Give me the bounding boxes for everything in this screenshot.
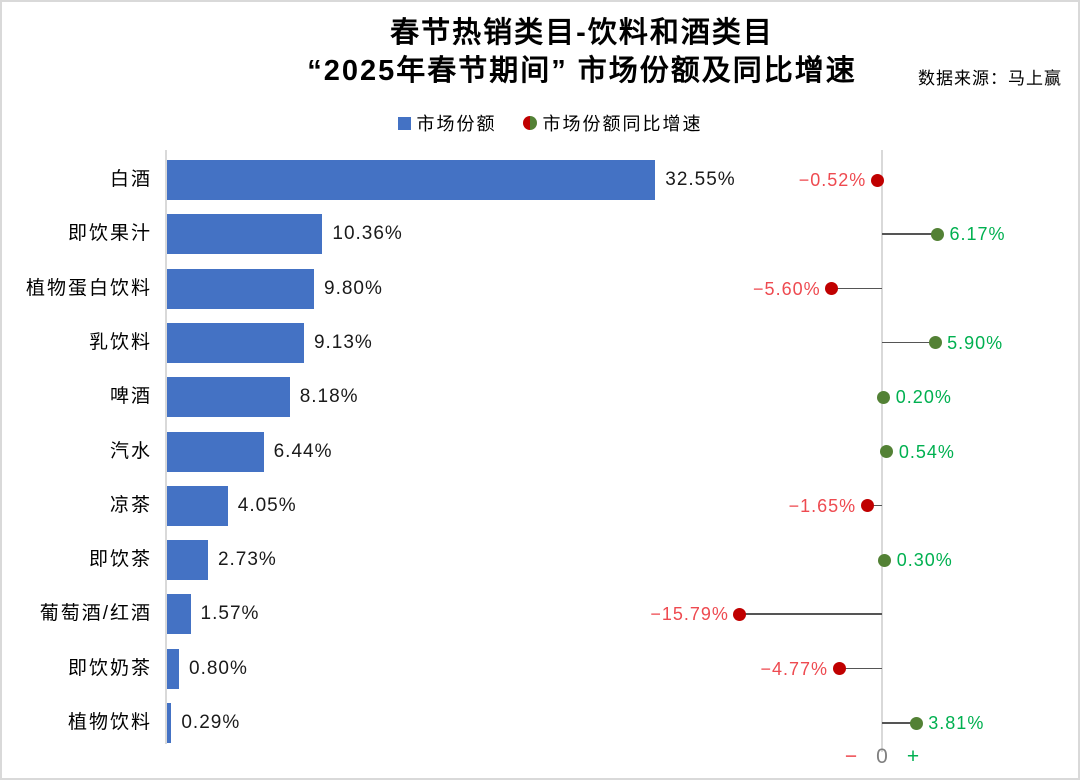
growth-axis-minus-label: − (844, 745, 858, 768)
share-value-label: 6.44% (273, 440, 333, 462)
growth-value-label: −0.52% (798, 170, 867, 190)
share-value-label: 0.29% (181, 712, 241, 733)
growth-value-label: −15.79% (650, 604, 729, 625)
growth-stem (882, 233, 938, 235)
growth-value-label: 6.17% (949, 224, 1006, 245)
category-label: 植物饮料 (67, 712, 152, 733)
growth-value-label: 0.54% (898, 441, 955, 462)
growth-dot-icon (733, 607, 747, 621)
share-value-label: 9.80% (324, 277, 383, 299)
share-value-label: 9.13% (313, 331, 373, 353)
growth-dot-icon (825, 282, 839, 296)
share-bar (167, 594, 191, 635)
legend-item-growth: 市场份额同比增速 (522, 110, 703, 136)
share-bar (167, 540, 208, 581)
category-label: 乳饮料 (88, 331, 152, 353)
chart-row: 啤酒 8.18% 0.20% (2, 370, 1078, 424)
growth-stem (831, 287, 882, 290)
growth-value-label: −1.65% (788, 495, 857, 516)
growth-dot-icon (877, 390, 891, 404)
chart-row: 植物蛋白饮料 9.80% −5.60% (2, 262, 1078, 316)
growth-stem (739, 613, 882, 615)
category-label: 白酒 (109, 169, 152, 190)
growth-dot-icon (928, 336, 942, 350)
chart-row: 即饮茶 2.73% 0.30% (2, 533, 1078, 587)
growth-value-label: 0.30% (896, 550, 953, 571)
chart-row: 即饮奶茶 0.80% −4.77% (2, 642, 1078, 696)
chart-row: 葡萄酒/红酒 1.57% −15.79% (2, 587, 1078, 641)
chart-title-line1: 春节热销类目-饮料和酒类目 (390, 17, 774, 49)
legend-growth-label: 市场份额同比增速 (542, 114, 703, 134)
share-bar (167, 214, 323, 255)
growth-value-label: 0.20% (895, 387, 952, 408)
chart-row: 凉茶 4.05% −1.65% (2, 479, 1078, 533)
share-bar (167, 703, 172, 743)
growth-stem (867, 504, 882, 507)
growth-axis-plus-label: + (906, 745, 920, 768)
chart-legend: 市场份额 市场份额同比增速 (22, 110, 1078, 136)
growth-dot-icon (832, 662, 846, 676)
growth-dot-icon (878, 553, 892, 567)
share-legend-swatch-icon (397, 116, 411, 130)
category-label: 汽水 (109, 440, 152, 462)
share-bar (167, 485, 228, 526)
growth-stem (839, 667, 882, 670)
share-value-label: 10.36% (332, 223, 403, 245)
category-label: 啤酒 (109, 386, 152, 408)
share-bar (167, 431, 264, 472)
growth-dot-icon (909, 716, 923, 730)
growth-stem (882, 722, 917, 724)
category-label: 即饮果汁 (67, 223, 152, 245)
share-bar (167, 268, 314, 309)
growth-dot-icon (860, 499, 874, 513)
share-bar (167, 648, 179, 689)
share-value-label: 32.55% (665, 169, 736, 190)
growth-value-label: 3.81% (928, 713, 985, 733)
share-bar (167, 377, 290, 418)
category-label: 即饮奶茶 (67, 657, 152, 679)
growth-value-label: 5.90% (947, 332, 1004, 353)
growth-dot-icon (880, 445, 894, 458)
growth-stem (882, 341, 936, 344)
share-value-label: 8.18% (299, 386, 359, 408)
category-label: 即饮茶 (88, 549, 152, 571)
chart-row: 乳饮料 9.13% 5.90% (2, 316, 1078, 370)
chart-row: 白酒 32.55% −0.52% (2, 153, 1078, 207)
data-source-note: 数据来源：马上赢 (918, 69, 1062, 88)
growth-value-label: −5.60% (753, 278, 821, 299)
growth-axis-zero-label: 0 (876, 745, 888, 768)
share-value-label: 1.57% (200, 603, 260, 625)
share-bar (167, 322, 304, 363)
category-label: 植物蛋白饮料 (25, 277, 152, 299)
share-value-label: 0.80% (189, 657, 248, 679)
category-label: 葡萄酒/红酒 (39, 603, 152, 625)
chart-title: 春节热销类目-饮料和酒类目 “2025年春节期间” 市场份额及同比增速 (112, 14, 1052, 90)
growth-value-label: −4.77% (760, 658, 829, 679)
category-axis-line (165, 150, 167, 744)
chart-title-line2: “2025年春节期间” 市场份额及同比增速 (307, 55, 857, 87)
growth-legend-swatch-icon (522, 116, 537, 130)
growth-dot-icon (870, 173, 884, 187)
chart-row: 汽水 6.44% 0.54% (2, 425, 1078, 479)
growth-dot-icon (931, 227, 945, 241)
share-value-label: 4.05% (237, 494, 297, 516)
chart-row: 植物饮料 0.29% 3.81% (2, 696, 1078, 750)
category-label: 凉茶 (109, 494, 152, 516)
legend-share-label: 市场份额 (416, 114, 497, 134)
growth-zero-tick (881, 744, 883, 752)
chart-row: 即饮果汁 10.36% 6.17% (2, 207, 1078, 261)
legend-item-share: 市场份额 (397, 110, 497, 136)
share-bar (167, 160, 656, 200)
share-value-label: 2.73% (217, 549, 277, 571)
